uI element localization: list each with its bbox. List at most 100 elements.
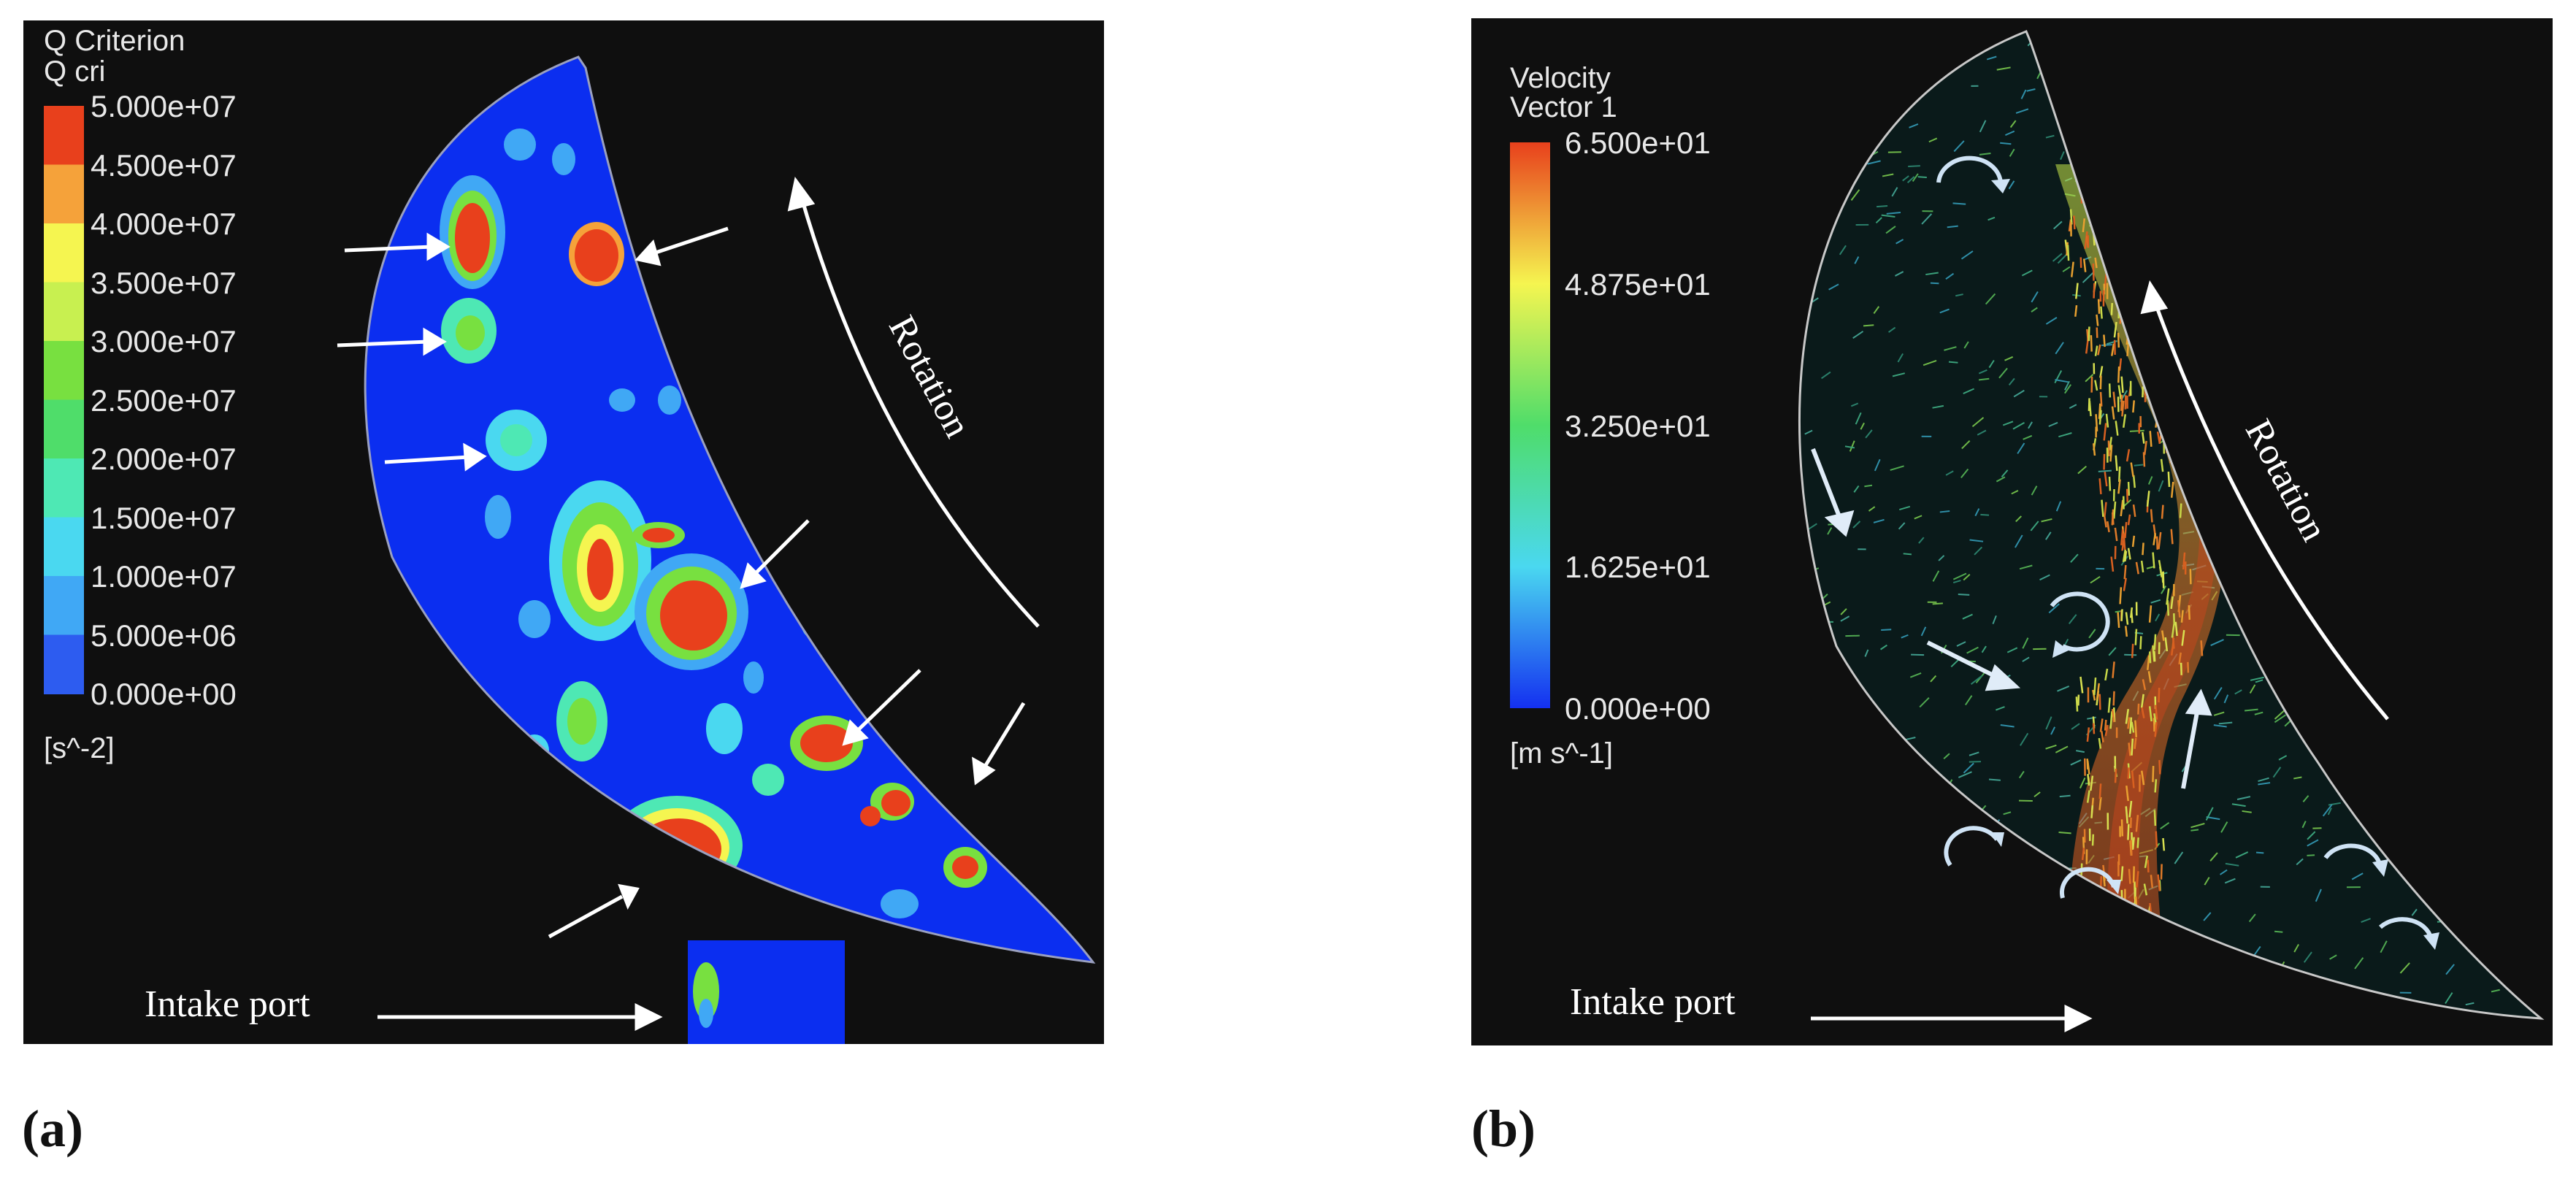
vector-mark <box>2547 591 2553 593</box>
legend-tick-label: 3.500e+07 <box>91 265 237 300</box>
legend-subtitle: Vector 1 <box>1510 91 1617 123</box>
caption-a: (a) <box>22 1100 83 1158</box>
vector-mark <box>2158 291 2171 293</box>
vector-mark <box>2131 535 2136 548</box>
vector-mark <box>1866 1001 1876 1005</box>
vector-mark <box>2427 477 2437 485</box>
vector-mark <box>1884 895 1898 899</box>
vector-mark <box>2420 344 2431 351</box>
vector-mark <box>2223 694 2229 704</box>
legend-unit: [s^-2] <box>44 732 115 764</box>
vector-mark <box>2011 490 2019 495</box>
arrow-icon <box>651 226 729 256</box>
vector-mark <box>2213 711 2225 716</box>
vector-mark <box>2300 285 2309 292</box>
vector-mark <box>2447 517 2453 525</box>
vector-mark <box>2358 236 2369 242</box>
vector-mark <box>2437 920 2450 923</box>
vector-mark <box>2081 935 2095 940</box>
vector-mark <box>2006 647 2018 653</box>
vector-mark <box>2012 422 2025 430</box>
vector-mark <box>2216 180 2223 188</box>
vector-mark <box>2288 143 2296 150</box>
vector-mark <box>2396 315 2401 322</box>
vector-mark <box>2018 1003 2026 1010</box>
vector-mark <box>2344 573 2351 580</box>
vector-mark <box>2364 748 2376 758</box>
vector-mark <box>2393 601 2399 609</box>
vector-mark <box>1808 866 1817 878</box>
vector-mark <box>2500 607 2509 611</box>
vector-mark <box>2045 744 2057 750</box>
vector-mark <box>2127 514 2131 526</box>
vector-mark <box>2132 400 2136 413</box>
vector-mark <box>2180 610 2184 623</box>
vector-mark <box>2479 824 2486 834</box>
vector-mark <box>2409 577 2417 588</box>
vector-mark <box>2147 256 2151 267</box>
vector-mark <box>2161 929 2164 946</box>
legend-title: Velocity <box>1510 62 1611 94</box>
vector-mark <box>2355 712 2364 718</box>
vector-mark <box>2284 720 2292 727</box>
vector-mark <box>2126 900 2130 918</box>
vector-mark <box>2253 945 2261 957</box>
vector-mark <box>2374 577 2388 582</box>
vector-mark <box>1974 546 1983 556</box>
vector-mark <box>1912 173 1919 182</box>
vector-mark <box>1987 216 1996 221</box>
vector-mark <box>2373 618 2380 627</box>
vector-mark <box>2190 829 2199 832</box>
vector-mark <box>1895 271 1904 277</box>
vector-mark <box>2123 235 2127 253</box>
vector-mark <box>2115 160 2123 172</box>
vector-mark <box>2338 207 2353 211</box>
vector-mark <box>2209 852 2218 861</box>
vector-mark <box>2087 774 2090 786</box>
vector-mark <box>2141 707 2145 718</box>
vector-mark <box>2421 325 2434 329</box>
vector-mark <box>2124 550 2128 562</box>
vector-mark <box>2289 96 2296 108</box>
vector-mark <box>2105 413 2109 428</box>
vector-mark <box>2355 320 2365 329</box>
vector-mark <box>2131 945 2136 956</box>
vector-mark <box>2366 483 2374 494</box>
vector-mark <box>1850 189 1860 201</box>
vector-mark <box>1821 743 1828 755</box>
vector-mark <box>2540 450 2542 453</box>
vortex-blob <box>486 410 547 471</box>
vector-mark <box>2128 302 2139 304</box>
vector-mark <box>2135 871 2139 888</box>
vector-mark <box>1965 695 1973 706</box>
vector-mark <box>2493 505 2504 510</box>
vector-mark <box>2003 993 2014 1002</box>
vector-mark <box>2117 385 2122 400</box>
vector-mark <box>2527 554 2539 562</box>
vector-mark <box>1935 70 1942 77</box>
vector-mark <box>1996 706 2005 711</box>
vector-mark <box>1892 372 1906 377</box>
vector-mark <box>2128 869 2131 884</box>
vector-mark <box>2117 332 2120 348</box>
vector-mark <box>1892 779 1899 786</box>
vector-mark <box>1901 777 1908 786</box>
vector-mark <box>2152 552 2155 569</box>
vector-mark <box>2127 767 2130 779</box>
vector-mark <box>2384 997 2396 1004</box>
vector-mark <box>2136 327 2141 341</box>
vector-mark <box>1939 510 1950 513</box>
vector-mark <box>1831 767 1842 775</box>
vector-mark <box>2354 154 2364 166</box>
vector-mark <box>1895 239 1904 245</box>
vector-mark <box>2002 31 2015 34</box>
vector-mark <box>2120 889 2123 903</box>
vector-mark <box>2350 312 2365 317</box>
vector-mark <box>2052 54 2064 58</box>
vector-mark <box>2028 421 2033 429</box>
vector-mark <box>2511 983 2521 994</box>
vector-mark <box>2093 972 2098 990</box>
vector-mark <box>1799 791 1801 794</box>
vector-mark <box>2225 253 2236 263</box>
vector-mark <box>2372 69 2386 72</box>
